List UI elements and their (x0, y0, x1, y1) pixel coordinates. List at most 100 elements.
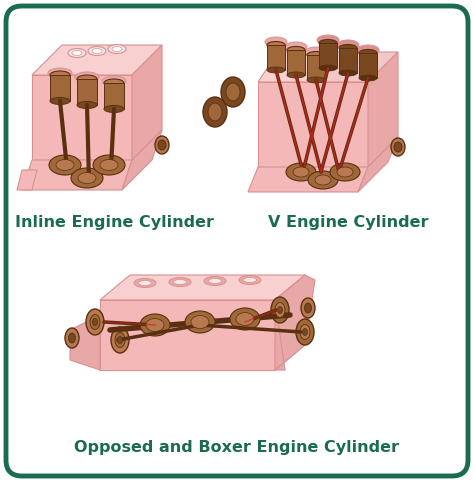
Ellipse shape (304, 303, 311, 313)
Ellipse shape (72, 51, 82, 55)
Ellipse shape (56, 160, 74, 171)
Ellipse shape (319, 65, 337, 71)
Polygon shape (132, 45, 162, 160)
Ellipse shape (108, 44, 126, 54)
Ellipse shape (112, 46, 122, 52)
Ellipse shape (203, 97, 227, 127)
Ellipse shape (330, 163, 360, 181)
Ellipse shape (209, 279, 221, 283)
Ellipse shape (337, 167, 353, 177)
Ellipse shape (90, 314, 100, 330)
Polygon shape (287, 50, 305, 75)
Ellipse shape (230, 308, 260, 330)
Ellipse shape (286, 163, 316, 181)
Polygon shape (50, 75, 70, 101)
Ellipse shape (221, 77, 245, 107)
Ellipse shape (305, 47, 327, 57)
Ellipse shape (267, 41, 285, 49)
Ellipse shape (239, 276, 261, 284)
Polygon shape (275, 275, 305, 370)
Polygon shape (22, 160, 132, 190)
Polygon shape (17, 170, 37, 190)
Ellipse shape (71, 168, 103, 188)
Ellipse shape (307, 52, 325, 58)
Text: Opposed and Boxer Engine Cylinder: Opposed and Boxer Engine Cylinder (74, 440, 400, 455)
Text: V Engine Cylinder: V Engine Cylinder (268, 215, 428, 230)
Ellipse shape (75, 72, 99, 82)
Ellipse shape (293, 167, 309, 177)
Text: Inline Engine Cylinder: Inline Engine Cylinder (16, 215, 215, 230)
Polygon shape (122, 130, 162, 190)
Ellipse shape (104, 106, 124, 112)
Polygon shape (358, 137, 398, 192)
Polygon shape (339, 48, 357, 73)
Ellipse shape (138, 281, 152, 285)
Polygon shape (275, 275, 315, 370)
Ellipse shape (287, 46, 305, 54)
Ellipse shape (300, 324, 310, 339)
Ellipse shape (102, 76, 126, 86)
Ellipse shape (339, 44, 357, 52)
Ellipse shape (140, 314, 170, 336)
Ellipse shape (104, 79, 124, 87)
Polygon shape (104, 83, 124, 109)
Ellipse shape (50, 97, 70, 105)
Polygon shape (313, 52, 398, 82)
Ellipse shape (50, 71, 70, 79)
Ellipse shape (319, 40, 337, 46)
Ellipse shape (265, 37, 287, 47)
Ellipse shape (302, 329, 308, 335)
Ellipse shape (49, 155, 81, 175)
Ellipse shape (115, 333, 125, 348)
Ellipse shape (155, 136, 169, 154)
Ellipse shape (118, 336, 122, 344)
Ellipse shape (277, 307, 283, 313)
Ellipse shape (93, 155, 125, 175)
Ellipse shape (357, 45, 379, 55)
Ellipse shape (169, 278, 191, 286)
Ellipse shape (359, 50, 377, 56)
Ellipse shape (92, 49, 102, 54)
Ellipse shape (78, 173, 96, 184)
Ellipse shape (158, 140, 166, 150)
Ellipse shape (173, 280, 186, 284)
Ellipse shape (146, 319, 164, 332)
Ellipse shape (204, 277, 226, 285)
Ellipse shape (287, 72, 305, 78)
Ellipse shape (77, 75, 97, 83)
Ellipse shape (339, 70, 357, 76)
Ellipse shape (77, 102, 97, 108)
FancyBboxPatch shape (6, 6, 468, 476)
Polygon shape (258, 82, 368, 167)
Ellipse shape (391, 138, 405, 156)
Ellipse shape (191, 316, 209, 329)
Ellipse shape (111, 327, 129, 353)
Ellipse shape (100, 160, 118, 171)
Polygon shape (32, 45, 162, 75)
Ellipse shape (65, 328, 79, 348)
Ellipse shape (68, 49, 86, 57)
Polygon shape (267, 45, 285, 70)
Polygon shape (258, 52, 333, 82)
Polygon shape (368, 52, 398, 167)
Ellipse shape (208, 103, 222, 121)
Ellipse shape (315, 175, 331, 185)
Polygon shape (100, 300, 275, 370)
Ellipse shape (271, 297, 289, 323)
Ellipse shape (134, 279, 156, 287)
Ellipse shape (308, 171, 338, 189)
Polygon shape (319, 43, 337, 68)
Ellipse shape (267, 67, 285, 73)
Ellipse shape (317, 35, 339, 45)
Polygon shape (77, 79, 97, 105)
Ellipse shape (69, 333, 75, 343)
Polygon shape (248, 167, 368, 192)
Ellipse shape (301, 298, 315, 318)
Ellipse shape (88, 46, 106, 55)
Ellipse shape (275, 303, 285, 318)
Ellipse shape (185, 311, 215, 333)
Polygon shape (70, 315, 100, 370)
Polygon shape (32, 75, 132, 160)
Ellipse shape (226, 83, 240, 101)
Polygon shape (307, 55, 325, 80)
